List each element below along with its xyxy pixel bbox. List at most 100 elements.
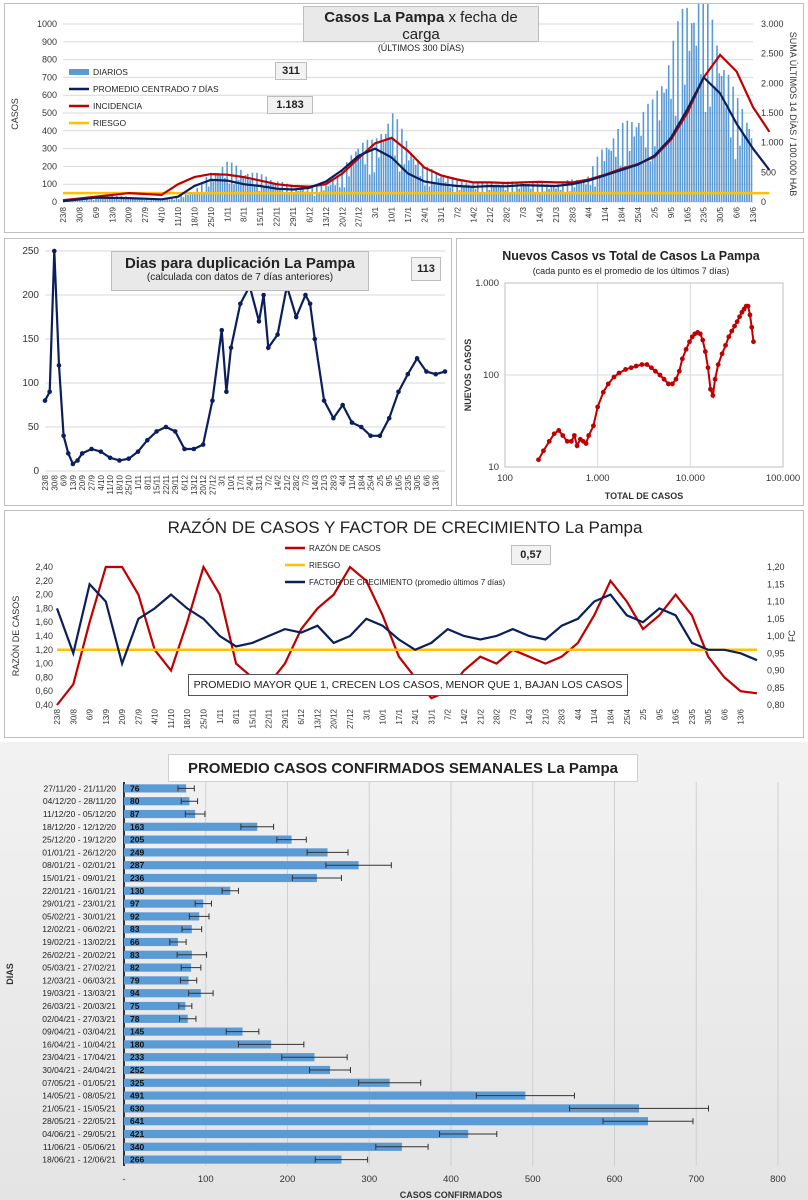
bar [145,198,148,202]
bar [111,195,113,202]
category-label: 12/03/21 - 06/03/21 [42,975,116,985]
bar [631,122,633,202]
y2-axis-label: SUMA ÚLTIMOS 14 DÍAS / 100.000 HAB [788,32,798,196]
x-tick-label: 4/10 [151,708,160,724]
x-tick-label: 6/6 [720,708,729,720]
bar [647,103,649,202]
bar [702,4,705,202]
bar [124,1129,469,1139]
data-label: 75 [130,1001,140,1011]
data-point [583,441,589,446]
bar [649,161,652,202]
bar [435,172,438,202]
bar [113,198,116,202]
x-tick-label: 7/2 [444,708,453,720]
bar [159,198,162,202]
bar [265,176,268,202]
data-point [679,356,685,362]
panel-casos-diarios: 0 100 200 300 400 500 600 700 800 900 1000 0 500 1.00… [4,3,804,233]
bar [387,123,389,202]
bar [713,86,716,202]
bar [88,200,90,202]
x-tick-label: 18/4 [357,474,366,490]
bar [621,122,624,202]
growth-note-text: PROMEDIO MAYOR QUE 1, CRECEN LOS CASOS, … [193,679,623,691]
y-axis-label: CASOS [10,98,20,130]
data-point [228,345,234,351]
data-point [568,438,574,444]
data-point [700,337,706,343]
x-tick-label: 27/9 [134,708,143,724]
legend-label: PROMEDIO CENTRADO 7 DÍAS [93,84,219,94]
bar [221,166,224,202]
bar [194,194,196,202]
bar [143,200,146,202]
data-point [154,429,159,434]
data-point [705,365,711,371]
bar [129,197,132,202]
category-label: 09/04/21 - 03/04/21 [42,1027,116,1037]
chart-title-box: Dias para duplicación La Pampa (calculad… [111,251,369,291]
razon-casos-chart: RAZÓN DE CASOS Y FACTOR DE CRECIMIENTO L… [11,518,797,729]
x-tick-label: 25/4 [367,474,376,490]
data-label: 79 [130,975,140,985]
x-tick-label: 1/11 [216,708,225,724]
category-label: 19/03/21 - 13/03/21 [42,988,116,998]
x-tick-label: 20/9 [118,708,127,724]
data-label: 630 [130,1103,144,1113]
data-label: 287 [130,860,144,870]
y-tick-label: 0 [33,466,39,477]
x-tick-label: 21/3 [320,474,329,490]
data-point [303,292,308,298]
bar [125,196,127,202]
bar [380,134,383,202]
data-point [564,438,570,444]
x-tick-label: 29/11 [289,206,298,226]
bar [479,191,481,202]
data-point [256,319,262,324]
x-tick-label: 27/12 [346,708,355,729]
bar [697,4,700,203]
x-tick-label: 18/4 [618,206,627,222]
bar [148,200,150,202]
bar [596,156,599,202]
y2-tick-label: 1,20 [767,562,785,572]
bar [373,172,376,202]
x-tick-label: 13/12 [313,708,322,729]
bar [693,22,695,202]
value-duplicacion: 113 [417,263,435,275]
bar [509,193,511,202]
bar [366,139,369,202]
data-label: 83 [130,924,140,934]
x-tick-label: 28/3 [558,708,567,724]
x-tick-label: 13/9 [108,206,117,222]
bar [690,23,693,202]
bar [403,164,406,202]
bar [72,200,74,202]
data-point [312,336,318,342]
y-tick-label: 1,60 [35,617,53,627]
bar [124,899,204,908]
bar [408,160,410,202]
y2-tick-label: 2.000 [761,78,784,88]
bar [716,45,718,202]
bar [566,179,569,202]
chart-title: Casos La Pampa [324,9,445,26]
data-point [65,451,71,456]
category-label: 04/06/21 - 29/05/21 [42,1129,116,1139]
bar [442,176,445,202]
bar [564,192,567,202]
category-label: 29/01/21 - 23/01/21 [42,899,116,909]
x-tick-label: 4/4 [339,474,348,486]
chart-title-box: PROMEDIO CASOS CONFIRMADOS SEMANALES La … [168,754,638,782]
data-point [628,365,634,371]
x-tick-label: 800 [770,1174,786,1185]
y-tick-label: 300 [42,144,57,154]
bar [741,108,744,202]
bar [124,963,192,972]
data-point [349,420,355,425]
data-point [182,446,187,452]
x-tick-label: 24/1 [411,708,420,724]
legend-label: DIARIOS [93,67,128,77]
